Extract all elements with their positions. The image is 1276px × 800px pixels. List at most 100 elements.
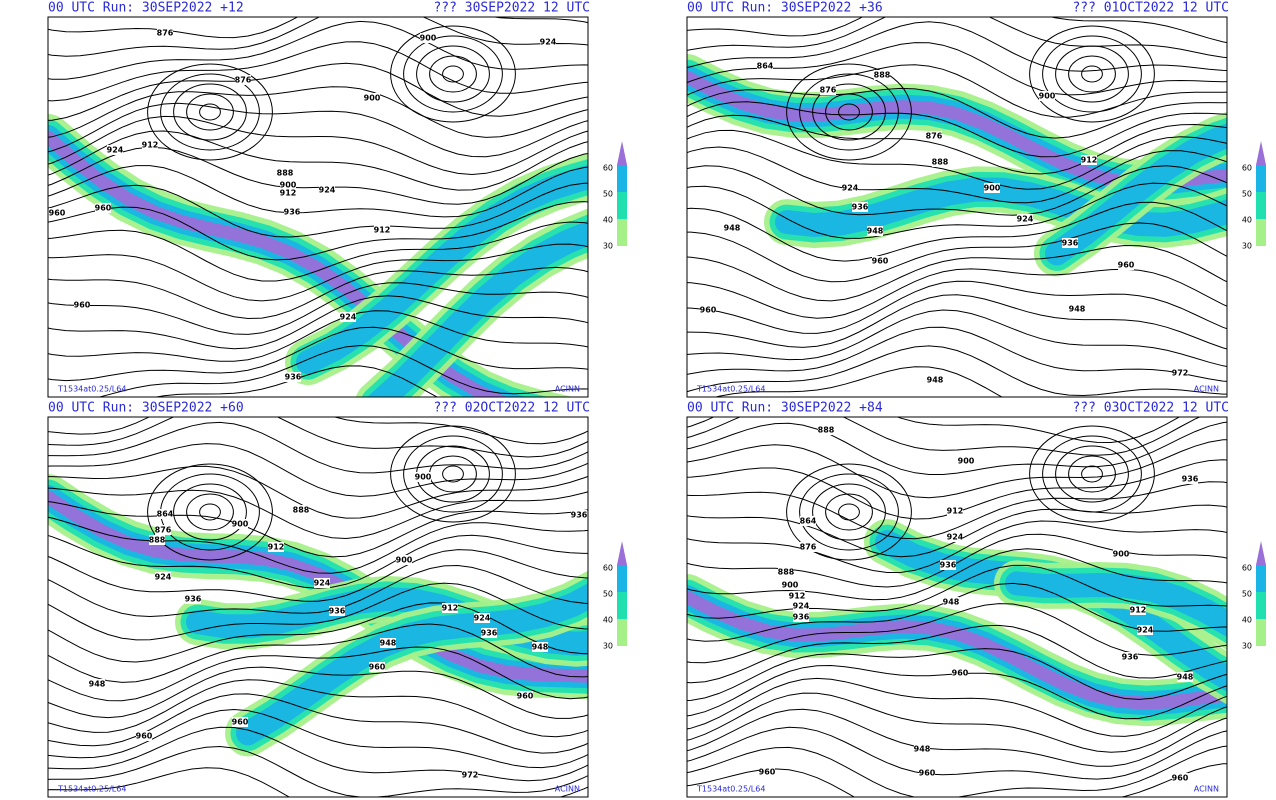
contour-label: 960 — [952, 669, 969, 678]
panel-header-left: 00 UTC Run: 30SEP2022 +12 — [48, 1, 244, 16]
legend-swatch — [617, 219, 627, 246]
contour-label-bg — [142, 140, 158, 150]
contour-label-bg — [947, 506, 963, 516]
contour-line — [687, 677, 1227, 737]
legend-label: 30 — [603, 642, 613, 651]
contour-line — [48, 282, 588, 335]
contour-label-bg — [420, 33, 436, 43]
contour-label-bg — [759, 767, 775, 777]
contour-line — [48, 666, 588, 719]
panel-footer-right: ACINN — [555, 385, 580, 394]
legend-top — [1256, 541, 1266, 565]
legend-top — [617, 141, 627, 165]
contour-label-bg — [268, 542, 284, 552]
contour-label: 960 — [759, 768, 776, 777]
contour-label-bg — [462, 770, 478, 780]
contour-ring — [1029, 25, 1155, 123]
contour-line — [687, 417, 1181, 444]
legend-label: 50 — [603, 590, 613, 599]
contour-line — [687, 101, 1227, 158]
contour-label: 900 — [1039, 92, 1056, 101]
contour-label-bg — [778, 567, 794, 577]
contour-line — [687, 280, 1227, 334]
contour-label-bg — [293, 505, 309, 515]
legend-swatch — [617, 165, 627, 192]
contour-ring — [173, 83, 247, 141]
legend-swatch — [1256, 592, 1266, 619]
map-content — [687, 17, 1227, 397]
contour-line — [48, 115, 588, 176]
contour-label: 912 — [374, 226, 391, 235]
contour-ring — [147, 463, 273, 561]
contour-ring — [799, 73, 899, 151]
wind-band — [48, 130, 508, 397]
contour-label: 888 — [277, 169, 294, 178]
contour-line — [687, 692, 1227, 753]
contour-label-bg — [820, 85, 836, 95]
contour-ring — [1081, 65, 1103, 83]
map-panel: 00 UTC Run: 30SEP2022 +60 ??? 02OCT2022 1… — [47, 401, 627, 798]
contour-line — [687, 648, 1227, 701]
contour-line — [687, 421, 1227, 475]
contour-ring — [825, 493, 873, 531]
contour-line — [687, 64, 1227, 118]
contour-label: 948 — [89, 680, 106, 689]
contour-line — [48, 564, 588, 618]
contour-label: 960 — [517, 692, 534, 701]
contour-label: 924 — [793, 602, 810, 611]
contour-line — [97, 344, 588, 397]
contour-label: 924 — [107, 146, 124, 155]
contour-ring — [186, 493, 234, 531]
contour-label-bg — [1039, 91, 1055, 101]
contour-line — [48, 326, 588, 382]
contour-label-bg — [757, 61, 773, 71]
contour-label-bg — [89, 679, 105, 689]
panel-footer-left: T1534at0.25/L64 — [57, 785, 126, 794]
contour-label-bg — [540, 37, 556, 47]
contour-label: 924 — [474, 614, 491, 623]
contour-label: 960 — [136, 732, 153, 741]
contour-ring — [825, 93, 873, 131]
contour-label-bg — [442, 603, 458, 613]
wind-band — [775, 177, 1227, 238]
contour-label-bg — [235, 75, 251, 85]
panel-footer-right: ACINN — [555, 785, 580, 794]
contour-line — [48, 421, 588, 474]
contour-ring — [429, 455, 477, 493]
contour-label: 972 — [462, 771, 479, 780]
legend-label: 60 — [1242, 564, 1252, 573]
contour-line — [48, 465, 588, 519]
map-frame — [47, 416, 589, 798]
contour-label: 960 — [1172, 774, 1189, 783]
contour-line — [687, 708, 1227, 767]
contour-label-bg — [914, 744, 930, 754]
contour-label-bg — [136, 731, 152, 741]
map-panel: 00 UTC Run: 30SEP2022 +12 ??? 30SEP2022 1… — [47, 1, 627, 398]
legend-swatch — [1256, 619, 1266, 646]
wind-band — [236, 583, 588, 746]
contour-label-bg — [571, 510, 587, 520]
contour-label: 936 — [852, 203, 869, 212]
contour-ring — [1068, 55, 1116, 93]
contour-line — [714, 366, 1003, 397]
contour-label-bg — [958, 456, 974, 466]
contour-label-bg — [374, 225, 390, 235]
contour-label-bg — [74, 300, 90, 310]
contour-line — [687, 294, 1227, 350]
map-panel: 00 UTC Run: 30SEP2022 +84 ??? 03OCT2022 1… — [686, 401, 1266, 798]
contour-label-bg — [284, 207, 300, 217]
contour-label-bg — [277, 168, 293, 178]
panel-footer-left: T1534at0.25/L64 — [696, 385, 765, 394]
legend-swatch — [617, 192, 627, 219]
contour-line — [48, 310, 588, 362]
legend-label: 60 — [1242, 164, 1252, 173]
panel-footer-left: T1534at0.25/L64 — [696, 785, 765, 794]
contour-label-bg — [1062, 238, 1078, 248]
contour-line — [48, 767, 588, 797]
contour-ring — [173, 483, 247, 541]
contour-label: 900 — [984, 184, 1001, 193]
contour-line — [48, 41, 588, 102]
contour-label-bg — [314, 578, 330, 588]
contour-line — [687, 87, 1227, 139]
